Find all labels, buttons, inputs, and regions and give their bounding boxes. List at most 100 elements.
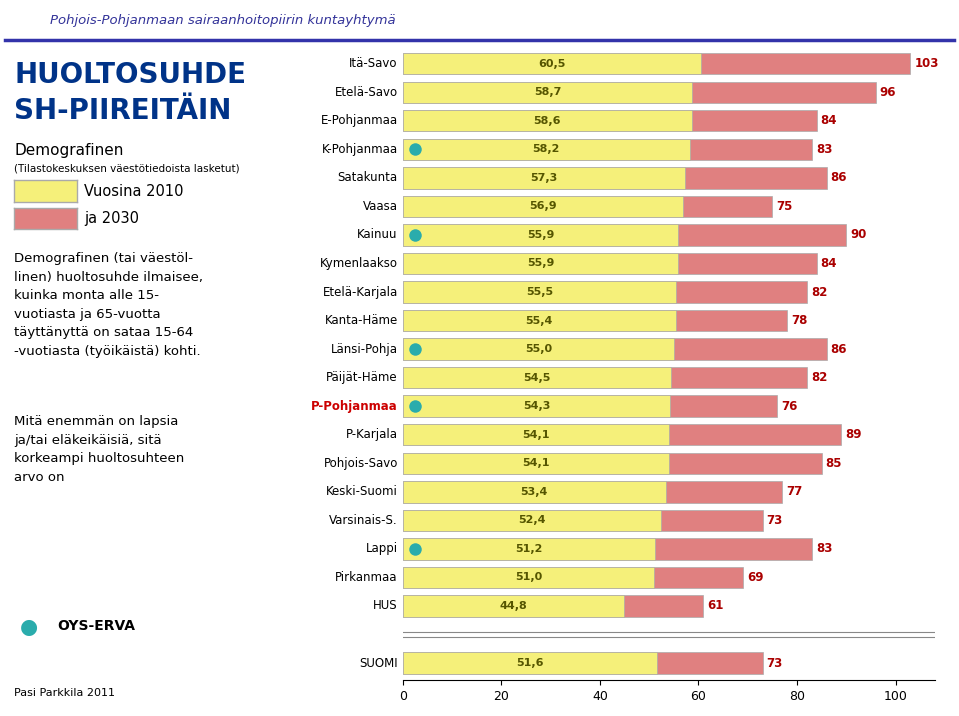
Text: 51,2: 51,2 xyxy=(515,544,543,554)
Text: 54,1: 54,1 xyxy=(523,458,550,468)
Bar xyxy=(403,82,692,103)
Text: Demografinen (tai väestöl-
linen) huoltosuhde ilmaisee,
kuinka monta alle 15-
vu: Demografinen (tai väestöl- linen) huolto… xyxy=(14,252,203,357)
Text: Vuosina 2010: Vuosina 2010 xyxy=(84,184,184,198)
Text: 86: 86 xyxy=(830,342,847,356)
Text: 44,8: 44,8 xyxy=(500,601,527,611)
Text: Etelä-Karjala: Etelä-Karjala xyxy=(322,286,398,299)
Bar xyxy=(403,339,827,360)
Text: ja 2030: ja 2030 xyxy=(84,211,139,226)
Text: Mitä enemmän on lapsia
ja/tai eläkeikäisiä, sitä
korkeampi huoltosuhteen
arvo on: Mitä enemmän on lapsia ja/tai eläkeikäis… xyxy=(14,415,185,484)
Bar xyxy=(403,424,669,445)
Bar xyxy=(403,53,701,74)
Text: 89: 89 xyxy=(845,428,862,441)
Text: Pohjois-Savo: Pohjois-Savo xyxy=(323,457,398,470)
Bar xyxy=(403,224,847,246)
Text: 83: 83 xyxy=(816,142,832,156)
Text: 54,3: 54,3 xyxy=(523,401,550,411)
Text: 85: 85 xyxy=(826,457,842,470)
Bar xyxy=(403,167,685,188)
Text: Varsinais-S.: Varsinais-S. xyxy=(329,514,398,527)
Bar xyxy=(403,395,670,417)
Text: Itä-Savo: Itä-Savo xyxy=(349,57,398,70)
Text: Keski-Suomi: Keski-Suomi xyxy=(326,485,398,498)
Bar xyxy=(403,481,666,503)
Bar xyxy=(403,53,910,74)
Text: OYS-ERVA: OYS-ERVA xyxy=(58,619,135,634)
Text: 58,7: 58,7 xyxy=(534,87,561,97)
Text: 58,2: 58,2 xyxy=(532,145,560,154)
Text: 84: 84 xyxy=(821,257,837,270)
Text: 84: 84 xyxy=(821,115,837,127)
Text: 96: 96 xyxy=(879,86,897,99)
Bar xyxy=(403,453,822,474)
Bar xyxy=(403,510,762,531)
Text: Kanta-Häme: Kanta-Häme xyxy=(324,314,398,327)
Text: 78: 78 xyxy=(791,314,807,327)
Text: HUOLTOSUHDE: HUOLTOSUHDE xyxy=(14,61,246,89)
Text: 61: 61 xyxy=(708,599,724,612)
Bar xyxy=(403,595,623,616)
Text: Länsi-Pohja: Länsi-Pohja xyxy=(331,342,398,356)
Text: 57,3: 57,3 xyxy=(530,173,557,183)
Text: Satakunta: Satakunta xyxy=(338,171,398,184)
Bar xyxy=(403,139,690,160)
Text: 90: 90 xyxy=(851,228,867,241)
Text: 83: 83 xyxy=(816,543,832,556)
Text: 55,9: 55,9 xyxy=(526,258,554,268)
Bar xyxy=(403,481,783,503)
Bar xyxy=(403,110,817,132)
Bar xyxy=(403,195,772,217)
Bar xyxy=(403,510,661,531)
Bar xyxy=(403,281,807,303)
Text: 51,0: 51,0 xyxy=(515,573,542,582)
Text: Pirkanmaa: Pirkanmaa xyxy=(336,571,398,584)
Text: SH-PIIREITÄIN: SH-PIIREITÄIN xyxy=(14,97,232,125)
Bar xyxy=(403,253,817,274)
Bar xyxy=(403,538,655,560)
Text: 86: 86 xyxy=(830,171,847,184)
Bar xyxy=(403,395,778,417)
Bar xyxy=(403,367,807,388)
Text: 73: 73 xyxy=(766,657,783,669)
Text: 75: 75 xyxy=(777,200,793,213)
Text: ●: ● xyxy=(19,616,38,637)
Bar xyxy=(403,82,876,103)
Text: 73: 73 xyxy=(766,514,783,527)
Text: HUS: HUS xyxy=(373,599,398,612)
Bar xyxy=(403,195,683,217)
Bar xyxy=(403,139,812,160)
Bar xyxy=(403,281,676,303)
Text: Vaasa: Vaasa xyxy=(363,200,398,213)
Bar xyxy=(403,339,674,360)
Text: 103: 103 xyxy=(914,57,939,70)
Text: Demografinen: Demografinen xyxy=(14,143,124,158)
Bar xyxy=(403,453,669,474)
Text: 58,6: 58,6 xyxy=(533,116,561,126)
Text: 54,5: 54,5 xyxy=(524,372,550,382)
Bar xyxy=(403,310,787,332)
Text: 56,9: 56,9 xyxy=(529,201,557,211)
Text: 82: 82 xyxy=(811,286,828,299)
Text: Pasi Parkkila 2011: Pasi Parkkila 2011 xyxy=(14,688,115,698)
Text: 60,5: 60,5 xyxy=(538,59,566,69)
Text: Pohjois-Pohjanmaan sairaanhoitopiirin kuntayhtymä: Pohjois-Pohjanmaan sairaanhoitopiirin ku… xyxy=(50,14,395,26)
Bar xyxy=(403,652,657,674)
Text: Päijät-Häme: Päijät-Häme xyxy=(326,371,398,384)
Text: 69: 69 xyxy=(747,571,763,584)
Bar xyxy=(403,253,678,274)
Text: Kainuu: Kainuu xyxy=(358,228,398,241)
Bar xyxy=(403,310,676,332)
Text: 55,4: 55,4 xyxy=(526,316,553,326)
Text: 55,0: 55,0 xyxy=(525,344,551,354)
Text: 52,4: 52,4 xyxy=(518,516,546,526)
Bar xyxy=(403,567,654,588)
Bar xyxy=(403,567,743,588)
Text: 51,6: 51,6 xyxy=(516,658,544,668)
Text: 55,5: 55,5 xyxy=(526,287,553,297)
Text: 77: 77 xyxy=(786,485,803,498)
Text: P-Karjala: P-Karjala xyxy=(346,428,398,441)
Bar xyxy=(403,538,812,560)
Bar xyxy=(403,595,703,616)
Text: 55,9: 55,9 xyxy=(526,230,554,240)
Text: Lappi: Lappi xyxy=(365,543,398,556)
